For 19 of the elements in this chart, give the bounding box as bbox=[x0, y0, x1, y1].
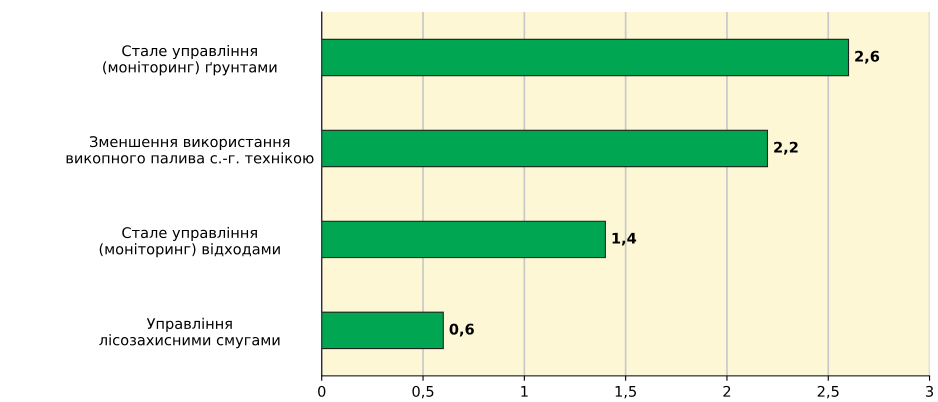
x-tick-label: 2 bbox=[723, 386, 730, 397]
bar bbox=[322, 38, 850, 76]
data-label: 1,4 bbox=[612, 232, 636, 246]
data-label: 2,6 bbox=[855, 50, 880, 64]
y-tick-label: Стале управління (моніторинг) ґрунтами bbox=[103, 44, 276, 76]
x-tick-label: 3 bbox=[926, 386, 934, 397]
y-tick-label: Управління лісозахисними смугами bbox=[99, 318, 280, 348]
x-tick-label: 1,5 bbox=[616, 386, 636, 398]
x-tick-label: 1 bbox=[521, 386, 528, 397]
x-tick-label: 2,5 bbox=[818, 386, 839, 398]
x-tick-label: 0 bbox=[318, 386, 326, 397]
x-tick-label: 0,5 bbox=[412, 386, 434, 398]
data-label: 2,2 bbox=[774, 142, 798, 155]
y-tick-label: Стале управління (моніторинг) відходами bbox=[100, 226, 280, 258]
bar bbox=[322, 312, 444, 350]
bar bbox=[322, 130, 768, 168]
y-tick-label: Зменшення використання викопного палива с.-г. технікою bbox=[66, 136, 314, 164]
bar bbox=[322, 220, 606, 258]
data-label: 0,6 bbox=[450, 324, 474, 336]
